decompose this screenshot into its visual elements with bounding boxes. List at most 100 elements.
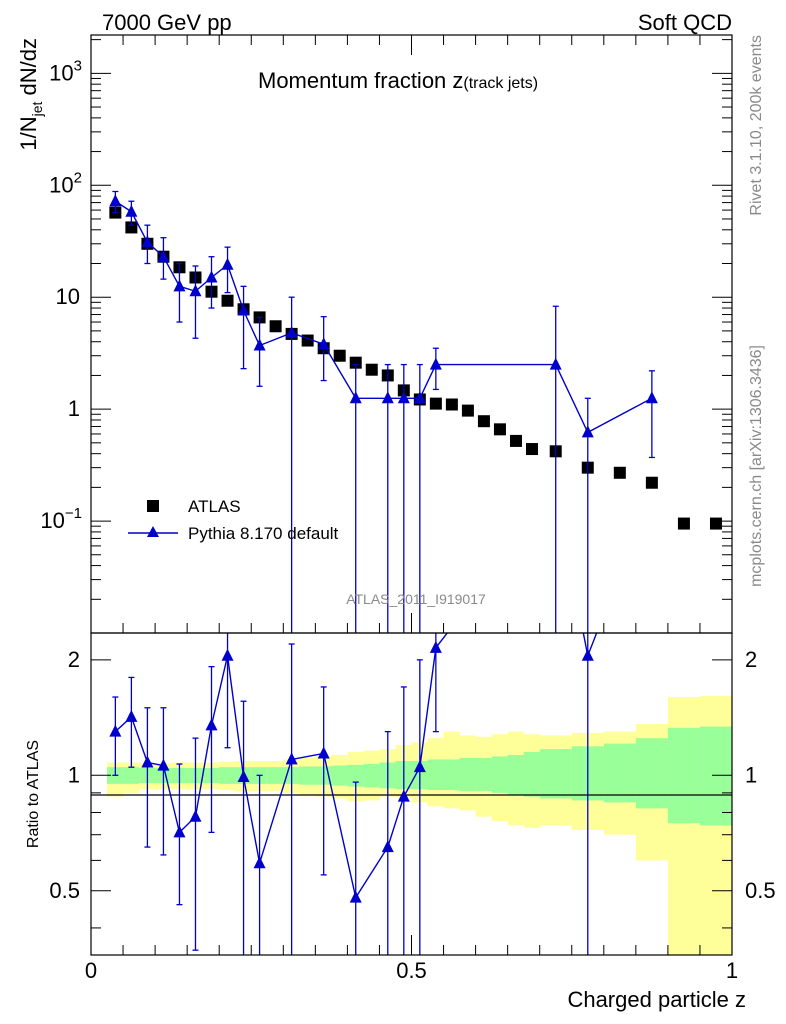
pythia-data-point bbox=[141, 235, 154, 248]
legend-atlas-marker bbox=[147, 500, 159, 512]
pythia-data-point bbox=[109, 194, 122, 207]
main-y-tick-label: 102 bbox=[49, 169, 82, 197]
atlas-data-point bbox=[493, 423, 506, 436]
green-band-bin bbox=[427, 759, 444, 791]
green-band-bin bbox=[267, 767, 284, 784]
main-y-axis-label-main: 1/N bbox=[16, 116, 41, 150]
x-tick-label: 1 bbox=[726, 958, 738, 983]
green-band-bin bbox=[603, 743, 637, 803]
main-y-tick-label-base: 10 bbox=[49, 60, 73, 85]
main-plot-marks bbox=[109, 190, 722, 633]
pythia-data-point bbox=[317, 337, 330, 350]
ratio-data-point bbox=[157, 758, 170, 771]
ratio-y-tick-label-left: 0.5 bbox=[49, 878, 80, 903]
legend: ATLAS Pythia 8.170 default bbox=[128, 497, 339, 543]
pythia-data-point bbox=[349, 391, 362, 404]
green-band-bin bbox=[523, 752, 541, 797]
legend-pythia-marker bbox=[147, 526, 159, 537]
atlas-data-point bbox=[221, 294, 234, 307]
pythia-data-point bbox=[285, 325, 298, 338]
atlas-data-point bbox=[125, 221, 138, 234]
pythia-data-point bbox=[253, 338, 266, 351]
ratio-y-tick-label-right: 1 bbox=[745, 762, 757, 787]
ratio-data-point bbox=[141, 755, 154, 768]
x-tick-label: 0 bbox=[85, 958, 97, 983]
pythia-data-point bbox=[397, 391, 410, 404]
main-y-tick-label-exp: −1 bbox=[65, 505, 82, 522]
x-axis-label: Charged particle z bbox=[567, 987, 746, 1012]
atlas-data-point bbox=[509, 434, 522, 447]
plot-title-sub: (track jets) bbox=[463, 75, 538, 92]
pythia-data-point bbox=[549, 357, 562, 370]
main-y-tick-label-base: 10 bbox=[40, 508, 64, 533]
ratio-panel: 0.5 0.5 1 1 2 2 0 0.5 1 Ratio to ATLAS Charged p… bbox=[25, 632, 776, 1012]
ratio-data-point bbox=[253, 856, 266, 869]
green-band-bin bbox=[699, 726, 733, 826]
atlas-data-point bbox=[613, 466, 626, 479]
atlas-data-point bbox=[677, 517, 690, 530]
ratio-data-point bbox=[317, 746, 330, 759]
green-band-bin bbox=[123, 767, 140, 784]
legend-pythia-label: Pythia 8.170 default bbox=[188, 524, 339, 543]
ratio-data-point bbox=[381, 840, 394, 853]
green-band-bin bbox=[667, 727, 701, 824]
atlas-data-point bbox=[333, 349, 346, 362]
pythia-data-point bbox=[205, 270, 218, 283]
ratio-data-point bbox=[221, 648, 234, 661]
ratio-uncertainty-bands bbox=[107, 695, 733, 955]
ratio-y-axis-label: Ratio to ATLAS bbox=[25, 740, 42, 848]
main-y-tick-label: 10 bbox=[56, 284, 80, 309]
ratio-pythia-line bbox=[114, 633, 598, 900]
main-y-tick-label-exp: 3 bbox=[74, 57, 82, 74]
pythia-data-point bbox=[173, 279, 186, 292]
main-y-axis-label: 1/Njet dN/dz bbox=[16, 38, 45, 151]
header-energy-label: 7000 GeV pp bbox=[102, 10, 232, 35]
pythia-data-point bbox=[237, 303, 250, 316]
x-tick-label: 0.5 bbox=[396, 958, 427, 983]
analysis-watermark: ATLAS_2011_I919017 bbox=[346, 591, 486, 607]
ratio-data-point bbox=[413, 760, 426, 773]
pythia-data-point bbox=[189, 284, 202, 297]
ratio-y-tick-label-left: 1 bbox=[68, 762, 80, 787]
main-panel-frame bbox=[90, 34, 733, 634]
green-band-bin bbox=[459, 757, 476, 792]
ratio-y-tick-label-left: 2 bbox=[68, 647, 80, 672]
pythia-data-point bbox=[125, 204, 138, 217]
main-y-tick-label-base: 10 bbox=[49, 172, 73, 197]
atlas-data-point bbox=[349, 356, 362, 369]
ratio-axis-ticks: 0.5 0.5 1 1 2 2 0 0.5 1 bbox=[49, 647, 775, 983]
green-band-bin bbox=[539, 749, 573, 799]
ratio-data-point bbox=[397, 789, 410, 802]
main-y-tick-label-exp: 2 bbox=[74, 169, 82, 186]
atlas-data-point bbox=[645, 476, 658, 489]
ratio-data-point bbox=[429, 640, 442, 653]
ratio-data-point bbox=[189, 809, 202, 822]
green-band-bin bbox=[491, 756, 509, 793]
green-band-bin bbox=[331, 765, 348, 786]
ratio-data-point bbox=[349, 890, 362, 903]
pythia-data-point bbox=[581, 425, 594, 438]
ratio-plot-marks bbox=[109, 633, 598, 955]
atlas-data-point bbox=[477, 415, 490, 428]
green-band-bin bbox=[363, 764, 380, 788]
plot-title-main: Momentum fraction z bbox=[258, 68, 463, 93]
pythia-data-point bbox=[413, 391, 426, 404]
green-band-bin bbox=[443, 759, 460, 791]
ratio-data-point bbox=[237, 769, 250, 782]
main-y-tick-label: 10−1 bbox=[40, 505, 82, 533]
ratio-data-point bbox=[109, 724, 122, 737]
main-y-tick-label: 1 bbox=[68, 396, 80, 421]
ratio-y-tick-label-right: 0.5 bbox=[745, 878, 776, 903]
atlas-data-point bbox=[269, 320, 282, 333]
plot-title: Momentum fraction z(track jets) bbox=[258, 68, 538, 93]
pythia-data-point bbox=[645, 391, 658, 404]
ratio-data-point bbox=[125, 709, 138, 722]
atlas-data-point bbox=[709, 517, 722, 530]
pythia-data-point bbox=[429, 357, 442, 370]
main-y-tick-label-base: 10 bbox=[56, 284, 80, 309]
main-y-tick-label-base: 1 bbox=[68, 396, 80, 421]
atlas-data-point bbox=[461, 404, 474, 417]
